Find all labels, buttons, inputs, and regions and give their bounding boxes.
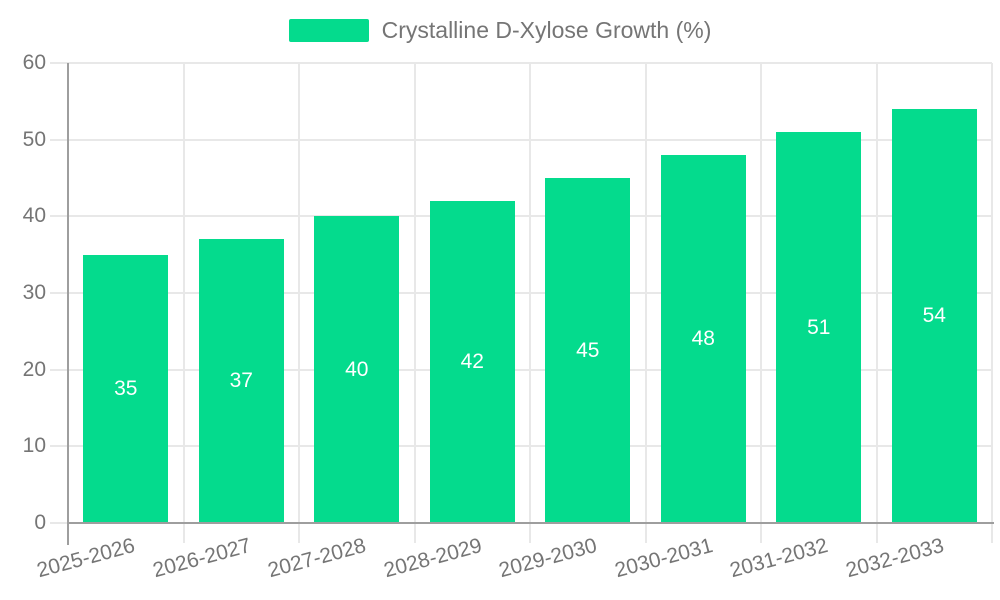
- x-gridline: [875, 63, 878, 543]
- y-tick-label: 60: [22, 51, 46, 74]
- x-gridline: [298, 63, 300, 543]
- bar-value-label: 37: [229, 369, 253, 393]
- bar-value-label: 51: [807, 315, 831, 339]
- legend[interactable]: Crystalline D-Xylose Growth (%): [0, 12, 1000, 48]
- x-tick-label: 2029-2030: [496, 534, 600, 583]
- bar[interactable]: [776, 132, 862, 523]
- bar-value-label: 45: [576, 338, 600, 362]
- y-tick-label: 10: [22, 434, 46, 458]
- x-tick-label: 2027-2028: [265, 534, 369, 583]
- bar-value-label: 48: [691, 327, 715, 350]
- x-gridline: [760, 63, 762, 543]
- bar[interactable]: [198, 239, 284, 523]
- bar-value-label: 40: [345, 357, 369, 381]
- x-tick-label: 2025-2026: [34, 534, 138, 583]
- bar-value-label: 35: [114, 376, 138, 400]
- bar[interactable]: [429, 201, 515, 523]
- x-gridline: [182, 63, 185, 543]
- y-gridline: [50, 292, 992, 294]
- x-tick-label: 2032-2033: [843, 534, 947, 583]
- bar[interactable]: [83, 254, 169, 523]
- y-axis-line: [67, 63, 69, 545]
- y-gridline: [50, 445, 992, 448]
- x-tick-label: 2026-2027: [150, 534, 254, 583]
- y-tick-label: 20: [22, 357, 46, 381]
- x-tick-label: 2031-2032: [727, 534, 831, 583]
- x-tick-label: 2028-2029: [381, 534, 485, 583]
- bar[interactable]: [314, 216, 400, 523]
- x-gridline: [413, 63, 416, 543]
- y-gridline: [50, 138, 992, 141]
- legend-swatch: [288, 18, 369, 42]
- y-tick-label: 30: [22, 281, 46, 304]
- bar[interactable]: [891, 109, 977, 523]
- bar-value-label: 42: [460, 350, 484, 373]
- x-gridline: [529, 63, 531, 543]
- x-gridline: [991, 63, 993, 543]
- x-axis-line: [68, 522, 994, 524]
- y-gridline: [50, 368, 992, 371]
- y-gridline: [50, 215, 992, 218]
- x-gridline: [644, 63, 647, 543]
- bar-value-label: 54: [922, 304, 946, 327]
- legend-label: Crystalline D-Xylose Growth (%): [381, 16, 712, 43]
- y-tick-label: 50: [22, 127, 46, 151]
- bar[interactable]: [660, 155, 746, 523]
- x-tick-label: 2030-2031: [612, 534, 716, 583]
- y-tick-label: 0: [34, 511, 46, 534]
- y-gridline: [50, 62, 992, 64]
- y-tick-label: 40: [22, 204, 46, 228]
- bar[interactable]: [545, 178, 631, 523]
